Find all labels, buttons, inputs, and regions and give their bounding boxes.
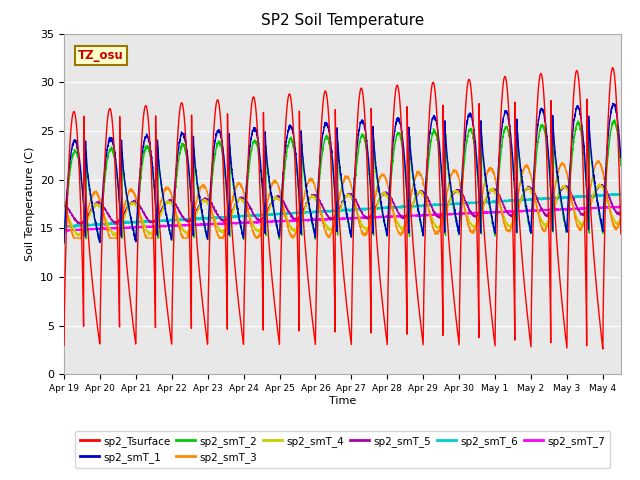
Y-axis label: Soil Temperature (C): Soil Temperature (C) [24, 147, 35, 261]
Text: TZ_osu: TZ_osu [78, 49, 124, 62]
Title: SP2 Soil Temperature: SP2 Soil Temperature [260, 13, 424, 28]
Legend: sp2_Tsurface, sp2_smT_1, sp2_smT_2, sp2_smT_3, sp2_smT_4, sp2_smT_5, sp2_smT_6, : sp2_Tsurface, sp2_smT_1, sp2_smT_2, sp2_… [75, 431, 610, 468]
X-axis label: Time: Time [329, 396, 356, 406]
